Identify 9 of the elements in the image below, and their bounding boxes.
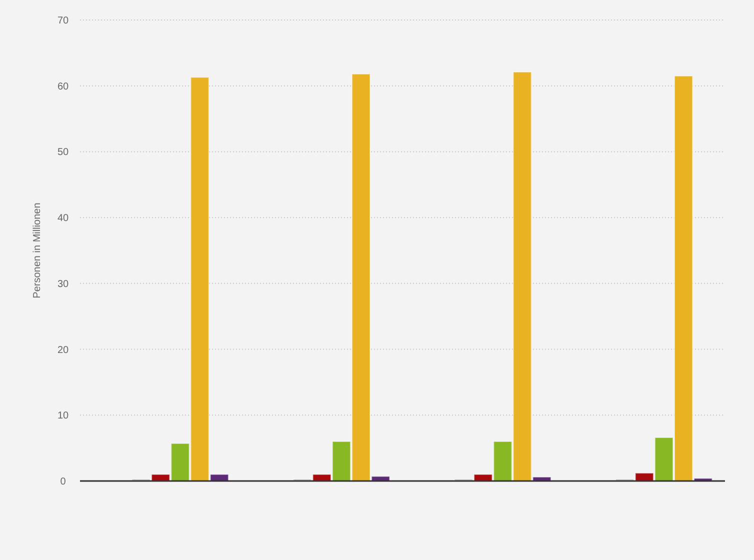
- y-tick-label: 30: [57, 278, 69, 290]
- y-axis-title: Personen in Millionen: [32, 202, 43, 298]
- y-tick-label: 70: [57, 16, 69, 26]
- y-tick-label: 0: [60, 476, 66, 488]
- y-tick-label: 40: [57, 213, 69, 224]
- y-tick-label: 20: [57, 344, 69, 356]
- y-tick-label: 50: [57, 147, 69, 158]
- y-tick-label: 60: [57, 81, 69, 92]
- y-tick-label: 10: [57, 410, 69, 422]
